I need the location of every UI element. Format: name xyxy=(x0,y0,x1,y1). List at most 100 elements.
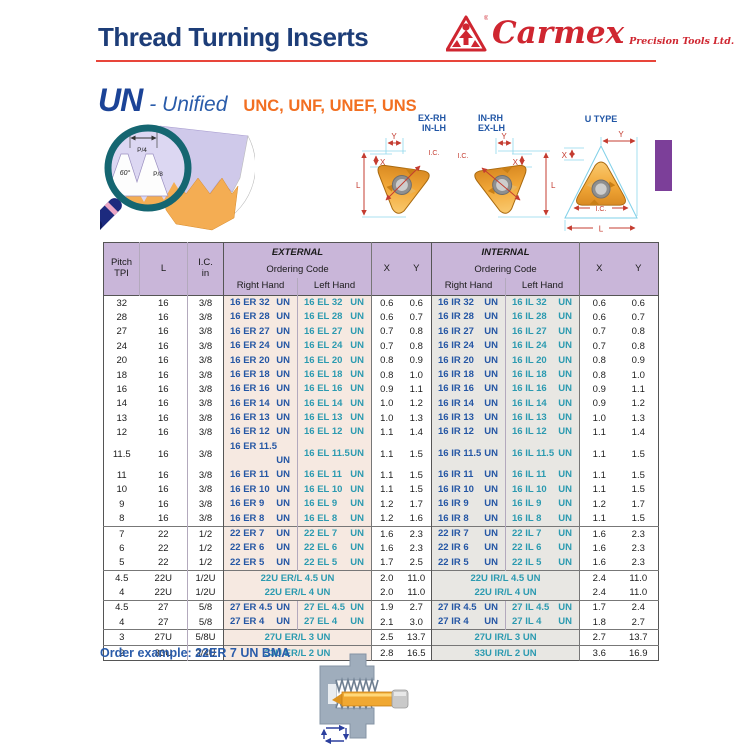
registered-mark: ® xyxy=(484,15,488,22)
thread-profile-diagram: P P/4 60° P/8 xyxy=(100,124,255,232)
internal-code-right-hand: 22 IR 7 UN xyxy=(431,525,506,542)
l-cell: 16 xyxy=(139,353,188,368)
ic-cell: 3/8 xyxy=(187,468,224,483)
l-cell: 16 xyxy=(139,367,188,383)
internal-y-cell: 0.8 xyxy=(618,324,659,340)
magnifier-handle xyxy=(100,198,122,232)
brand-name: Carmex xyxy=(492,15,625,51)
table-row: 11.5 16 3/8 16 ER 11.5 UN 16 EL 11.5 UN 1.1 1.5 1… xyxy=(103,439,659,469)
ic-cell: 3/8 xyxy=(187,310,224,325)
internal-y-cell: 2.3 xyxy=(618,525,659,542)
table-row: 13 16 3/8 16 ER 13 UN 16 EL 13 UN 1.0 1.3 16 IR 1… xyxy=(103,411,659,426)
table-header: Pitch TPI L I.C. in EXTERNAL X Y INTERNAL … xyxy=(103,242,659,296)
pitch-cell: 9 xyxy=(103,497,140,512)
ic-cell: 3/8 xyxy=(187,482,224,498)
internal-code-left-hand: 16 IL 12 UN xyxy=(505,425,580,440)
internal-code-right-hand: 16 IR 10 UN xyxy=(431,482,506,498)
l-cell: 16 xyxy=(139,382,188,397)
external-x-cell: 1.6 xyxy=(371,541,402,556)
table-row: 8 16 3/8 16 ER 8 UN 16 EL 8 UN 1.2 1.6 16 IR 8 UN 1… xyxy=(103,511,659,527)
internal-y-cell: 1.2 xyxy=(618,396,659,411)
external-y-cell: 1.5 xyxy=(401,439,432,469)
external-code-left-hand: 16 EL 20 UN xyxy=(296,353,372,368)
external-code-left-hand: 16 EL 10 UN xyxy=(296,482,372,498)
table-row: 20 16 3/8 16 ER 20 UN 16 EL 20 UN 0.8 0.9 16 IR 2… xyxy=(103,353,659,368)
insert1-l-dim: L xyxy=(356,181,361,190)
ic-cell: 5/8 xyxy=(187,615,224,630)
pitch-cell: 4.5 xyxy=(103,599,140,616)
table-row: 18 16 3/8 16 ER 18 UN 16 EL 18 UN 0.8 1.0 16 IR 1… xyxy=(103,367,659,383)
external-x-cell: 2.1 xyxy=(371,615,402,630)
external-x-cell: 1.2 xyxy=(371,497,402,512)
external-y-cell: 2.5 xyxy=(401,555,432,571)
external-code-merged: 22U ER/L 4 UN xyxy=(222,585,372,601)
l-cell: 16 xyxy=(139,511,188,527)
internal-y-cell: 1.5 xyxy=(618,511,659,527)
external-x-cell: 2.8 xyxy=(371,644,402,661)
internal-code-merged: 22U IR/L 4.5 UN xyxy=(431,569,580,586)
internal-code-left-hand: 16 IL 13 UN xyxy=(505,411,580,426)
table-row: 4.5 22U 1/2U 22U ER/L 4.5 UN 2.0 11.0 22U IR/L… xyxy=(103,569,659,586)
external-code-merged: 22U ER/L 4.5 UN xyxy=(222,569,372,586)
table-row: 5 22 1/2 22 ER 5 UN 22 EL 5 UN 1.7 2.5 22 IR 5 UN 2… xyxy=(103,555,659,571)
pitch-cell: 28 xyxy=(103,310,140,325)
internal-x-cell: 1.1 xyxy=(579,439,619,469)
external-x-cell: 1.1 xyxy=(371,482,402,498)
internal-x-cell: 0.6 xyxy=(579,295,619,311)
internal-code-right-hand: 16 IR 28 UN xyxy=(431,310,506,325)
external-y-cell: 0.6 xyxy=(401,295,432,311)
internal-code-right-hand: 16 IR 9 UN xyxy=(431,497,506,512)
internal-x-cell: 3.6 xyxy=(579,644,619,661)
internal-ordering-code-label: Ordering Code xyxy=(431,263,580,278)
external-code-left-hand: 22 EL 7 UN xyxy=(296,525,372,542)
external-code-right-hand: 16 ER 32 UN xyxy=(223,295,298,311)
ic-cell: 3/8 xyxy=(187,324,224,340)
internal-x-cell: 1.1 xyxy=(579,468,619,483)
table-row: 7 22 1/2 22 ER 7 UN 22 EL 7 UN 1.6 2.3 22 IR 7 UN 2… xyxy=(103,525,659,542)
external-x-cell: 1.1 xyxy=(371,425,402,440)
ic-cell: 1/2U xyxy=(187,569,224,586)
insert1-y-dim: Y xyxy=(391,132,397,141)
magnifier-ring xyxy=(104,124,192,212)
internal-x-cell: 1.1 xyxy=(579,482,619,498)
external-code-right-hand: 16 ER 10 UN xyxy=(223,482,298,498)
external-code-left-hand: 16 EL 16 UN xyxy=(296,382,372,397)
ic-cell: 3/8 xyxy=(187,295,224,311)
internal-code-right-hand: 16 IR 8 UN xyxy=(431,511,506,527)
external-code-right-hand: 16 ER 27 UN xyxy=(223,324,298,340)
insert2-ic-dim: I.C. xyxy=(458,153,469,160)
internal-y-cell: 1.3 xyxy=(618,411,659,426)
pitch-cell: 8 xyxy=(103,511,140,527)
internal-y-cell: 2.7 xyxy=(618,615,659,630)
external-code-right-hand: 16 ER 20 UN xyxy=(223,353,298,368)
external-y-cell: 0.8 xyxy=(401,324,432,340)
external-code-left-hand: 16 EL 24 UN xyxy=(296,339,372,354)
external-code-left-hand: 16 EL 11 UN xyxy=(296,468,372,483)
external-x-cell: 1.1 xyxy=(371,439,402,469)
external-y-cell: 1.3 xyxy=(401,411,432,426)
col-header-l: L xyxy=(139,242,188,296)
external-y-cell: 1.4 xyxy=(401,425,432,440)
pitch-cell: 6 xyxy=(103,541,140,556)
l-cell: 27U xyxy=(139,629,188,646)
ic-cell: 1/2 xyxy=(187,541,224,556)
table-row: 11 16 3/8 16 ER 11 UN 16 EL 11 UN 1.1 1.5 16 IR 1… xyxy=(103,468,659,483)
internal-y-cell: 1.0 xyxy=(618,367,659,383)
external-x-cell: 0.9 xyxy=(371,382,402,397)
internal-code-left-hand: 16 IL 20 UN xyxy=(505,353,580,368)
l-cell: 16 xyxy=(139,324,188,340)
brand-tagline: Precision Tools Ltd. xyxy=(629,36,735,47)
internal-y-cell: 2.4 xyxy=(618,599,659,616)
internal-x-cell: 0.9 xyxy=(579,396,619,411)
ic-cell: 3/8 xyxy=(187,497,224,512)
external-right-hand-label: Right Hand xyxy=(223,278,298,296)
internal-code-left-hand: 16 IL 24 UN xyxy=(505,339,580,354)
internal-x-cell: 0.8 xyxy=(579,353,619,368)
l-cell: 16 xyxy=(139,497,188,512)
table-row: 32 16 3/8 16 ER 32 UN 16 EL 32 UN 0.6 0.6 16 IR 3… xyxy=(103,295,659,311)
pitch-cell: 11 xyxy=(103,468,140,483)
external-code-left-hand: 16 EL 27 UN xyxy=(296,324,372,340)
internal-code-left-hand: 16 IL 16 UN xyxy=(505,382,580,397)
insert1-x-dim: X xyxy=(380,158,386,167)
